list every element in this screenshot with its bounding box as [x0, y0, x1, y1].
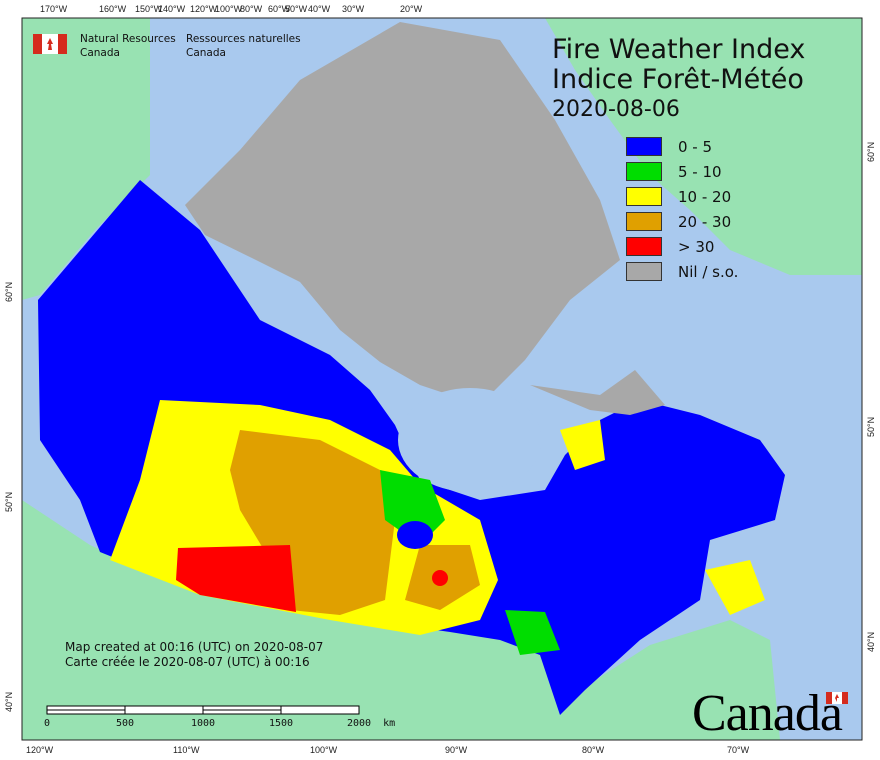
legend-label: 10 - 20 — [678, 187, 732, 206]
axis-top-label: 160°W — [99, 4, 127, 14]
axis-top-label: 150°W — [135, 4, 163, 14]
axis-top-label: 170°W — [40, 4, 68, 14]
axis-top-label: 30°W — [342, 4, 365, 14]
axis-top-label: 140°W — [158, 4, 186, 14]
org-name-fr: Ressources naturelles Canada — [186, 32, 301, 60]
fwi-red-zone — [176, 545, 296, 612]
greenland — [545, 18, 862, 275]
legend-swatch — [626, 187, 662, 206]
axis-top-label: 50°W — [285, 4, 308, 14]
frame — [21, 17, 863, 741]
fwi-blue-lake — [397, 521, 433, 549]
scale-label: 500 — [116, 718, 135, 729]
scale-bar — [46, 705, 360, 715]
legend-item: > 30 — [626, 234, 738, 259]
axis-bottom-label: 100°W — [310, 745, 338, 755]
legend-item: Nil / s.o. — [626, 259, 738, 284]
nrcan-flag-icon — [33, 34, 67, 54]
axis-bottom-label: 120°W — [26, 745, 54, 755]
legend: 0 - 5 5 - 10 10 - 20 20 - 30 > 30 Nil / … — [626, 134, 738, 284]
scale-label: 2000 km — [347, 718, 396, 729]
axis-right-label: 40°N — [866, 631, 876, 652]
axis-top-label: 80°W — [240, 4, 263, 14]
axis-bottom-label: 110°W — [173, 745, 200, 755]
axis-bottom-label: 90°W — [445, 745, 468, 755]
fwi-yellow-maritimes — [705, 560, 765, 615]
created-note-en: Map created at 00:16 (UTC) on 2020-08-07 — [65, 640, 324, 654]
legend-item: 5 - 10 — [626, 159, 738, 184]
axis-top-label: 60°W — [268, 4, 291, 14]
canada-flag-icon — [826, 692, 848, 704]
legend-label: > 30 — [678, 237, 715, 256]
axis-top-label: 20°W — [400, 4, 423, 14]
legend-label: 5 - 10 — [678, 162, 722, 181]
legend-label: 20 - 30 — [678, 212, 732, 231]
axis-right-label: 50°N — [866, 416, 876, 437]
legend-swatch — [626, 137, 662, 156]
legend-swatch — [626, 162, 662, 181]
canada-wordmark: Canada — [692, 685, 843, 742]
axis-right-label: 60°N — [866, 141, 876, 162]
fwi-red-spot — [432, 570, 448, 586]
hudson-bay — [398, 388, 542, 492]
scale-label: 0 — [44, 718, 51, 729]
arctic-islands-nil — [185, 22, 620, 405]
map-title-en: Fire Weather Index — [552, 34, 806, 65]
org-fr-line1: Ressources naturelles — [186, 33, 301, 45]
fwi-yellow-quebec — [560, 420, 605, 470]
fwi-green-zone-east — [505, 610, 560, 655]
org-en-line2: Canada — [80, 47, 120, 59]
scale-label: 1500 — [269, 718, 294, 729]
legend-label: Nil / s.o. — [678, 262, 739, 281]
alaska — [22, 18, 150, 300]
map-title-fr: Indice Forêt-Météo — [552, 64, 804, 95]
legend-item: 10 - 20 — [626, 184, 738, 209]
fwi-orange-zone — [230, 430, 395, 615]
axis-bottom-label: 80°W — [582, 745, 605, 755]
legend-swatch — [626, 237, 662, 256]
axis-top-label: 100°W — [215, 4, 243, 14]
axis-left-label: 40°N — [4, 691, 14, 712]
org-name-en: Natural Resources Canada — [80, 32, 176, 60]
org-fr-line2: Canada — [186, 47, 226, 59]
legend-swatch — [626, 212, 662, 231]
axis-bottom-label: 70°W — [727, 745, 750, 755]
axis-left-label: 50°N — [4, 491, 14, 512]
legend-label: 0 - 5 — [678, 137, 713, 156]
usa — [22, 500, 780, 740]
axis-top-label: 40°W — [308, 4, 331, 14]
legend-swatch — [626, 262, 662, 281]
legend-item: 0 - 5 — [626, 134, 738, 159]
labrador-nil — [530, 370, 665, 415]
org-en-line1: Natural Resources — [80, 33, 176, 45]
created-note-fr: Carte créée le 2020-08-07 (UTC) à 00:16 — [65, 655, 310, 669]
axis-left-label: 60°N — [4, 281, 14, 302]
axis-top-label: 120°W — [190, 4, 218, 14]
map-date: 2020-08-06 — [552, 97, 680, 122]
scale-label: 1000 — [191, 718, 216, 729]
legend-item: 20 - 30 — [626, 209, 738, 234]
